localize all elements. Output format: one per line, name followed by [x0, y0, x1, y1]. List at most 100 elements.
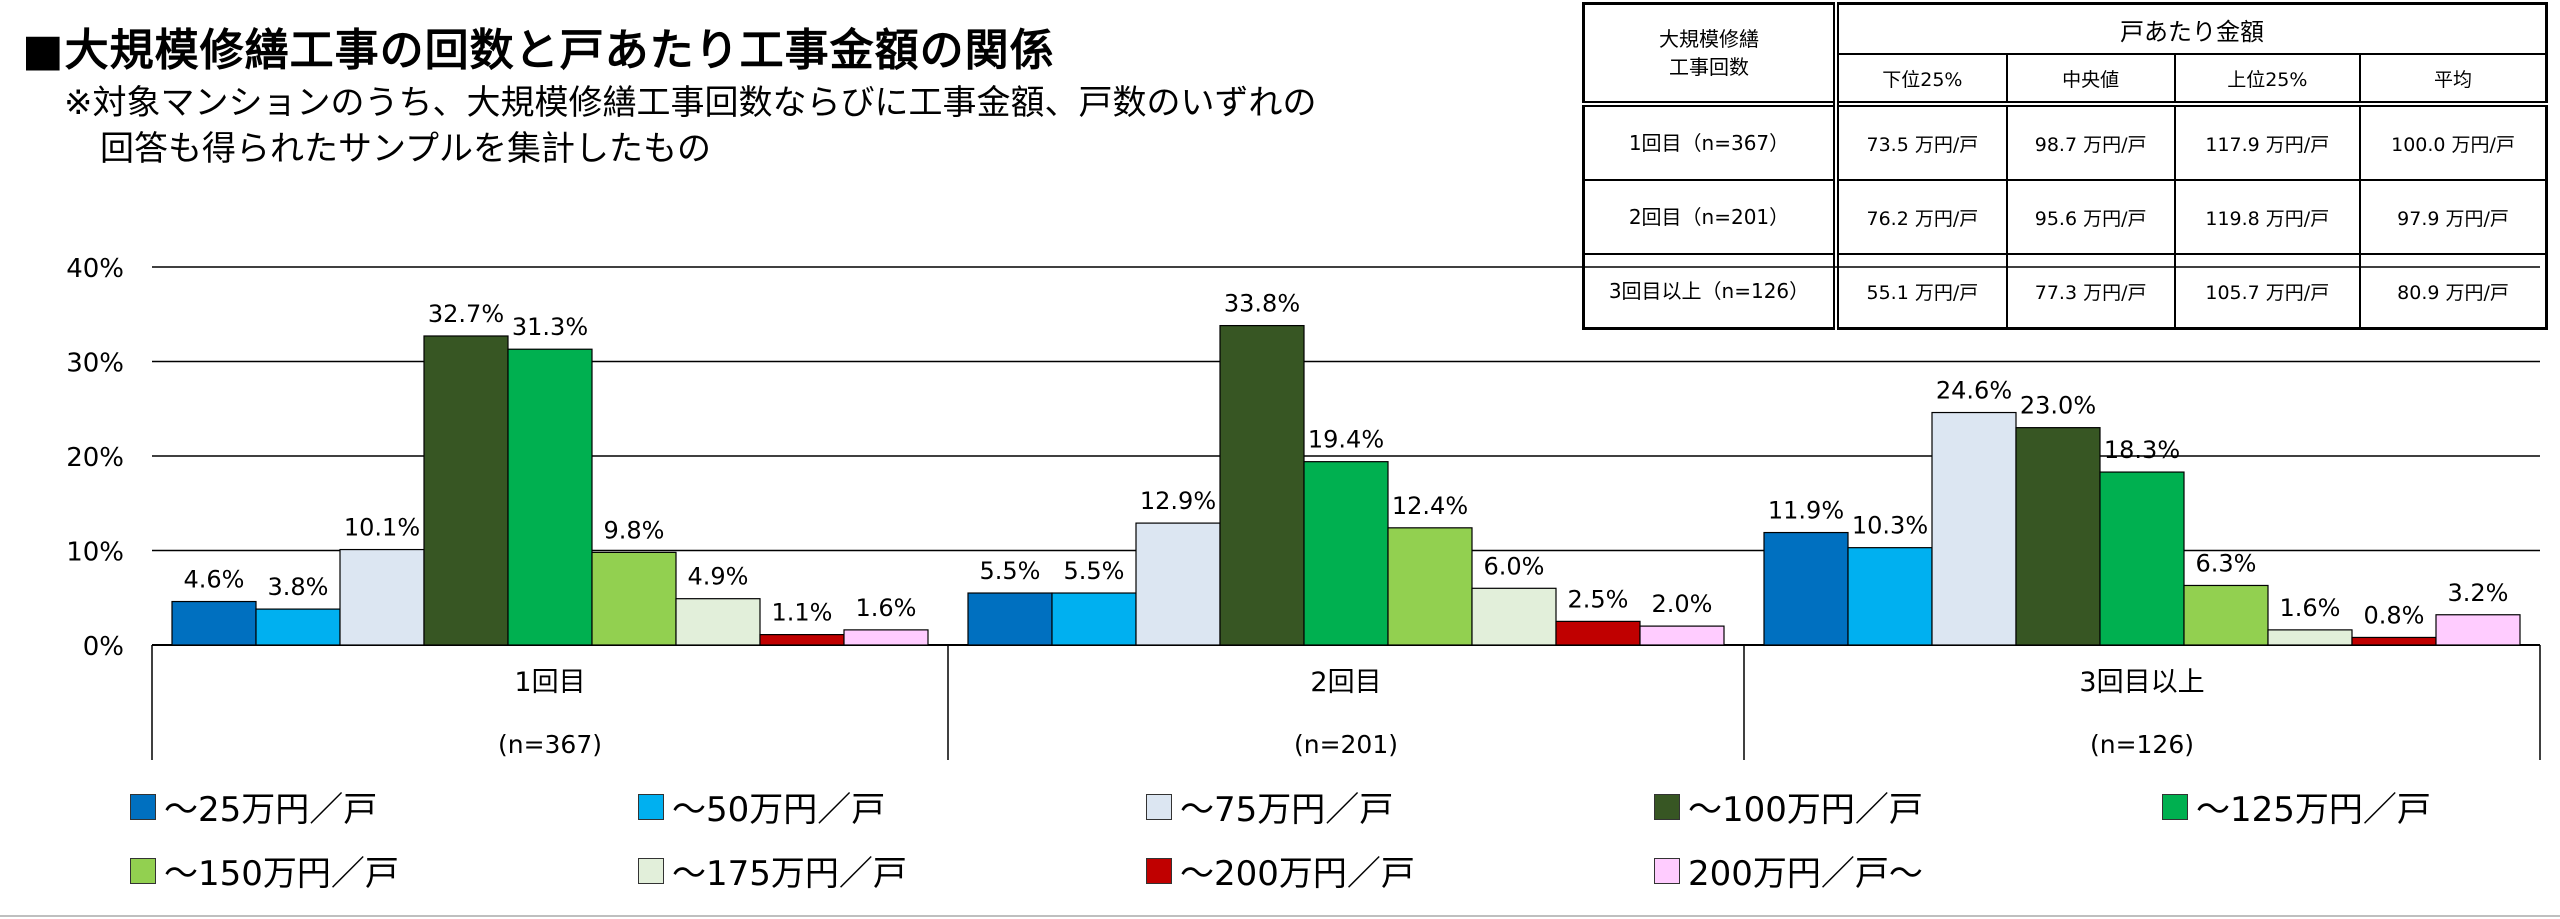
- data-label: 12.4%: [1392, 492, 1468, 520]
- legend-swatch: [1654, 793, 1680, 820]
- data-label: 3.2%: [2448, 579, 2509, 607]
- legend-swatch: [1146, 793, 1172, 820]
- bar: [1471, 587, 1557, 646]
- stub-line-1: 大規模修繕: [1659, 27, 1759, 51]
- table-row: 3回目以上（n=126） 55.1 万円/戸 77.3 万円/戸 105.7 万…: [1582, 253, 2548, 330]
- data-label: 4.6%: [184, 566, 245, 594]
- bar: [1219, 324, 1305, 646]
- data-label: 0.8%: [2364, 601, 2425, 629]
- data-label: 3.8%: [268, 573, 329, 601]
- table-row: 1回目（n=367） 73.5 万円/戸 98.7 万円/戸 117.9 万円/…: [1582, 103, 2548, 181]
- table-cell: 119.8 万円/戸: [2173, 179, 2362, 255]
- data-label: 24.6%: [1936, 377, 2012, 405]
- data-label: 10.3%: [1852, 512, 1928, 540]
- data-label: 31.3%: [512, 313, 588, 341]
- row-label: 3回目以上（n=126）: [1582, 253, 1839, 330]
- table-cell: 80.9 万円/戸: [2359, 253, 2548, 330]
- table-cell: 76.2 万円/戸: [1835, 179, 2008, 255]
- bar: [339, 548, 425, 646]
- bar: [2351, 636, 2437, 646]
- data-label: 9.8%: [604, 516, 665, 544]
- table-cell: 117.9 万円/戸: [2173, 103, 2362, 181]
- y-tick-label: 20%: [66, 443, 124, 473]
- legend-item: ～50万円／戸: [638, 782, 885, 831]
- stub-line-2: 工事回数: [1669, 55, 1749, 79]
- group-header: 戸あたり金額: [1835, 2, 2548, 55]
- bar: [2183, 584, 2269, 646]
- legend-label: ～150万円／戸: [164, 854, 399, 894]
- legend-item: ～150万円／戸: [130, 846, 399, 895]
- table-row: 2回目（n=201） 76.2 万円/戸 95.6 万円/戸 119.8 万円/…: [1582, 179, 2548, 255]
- data-label: 10.1%: [344, 514, 420, 542]
- bar: [1387, 527, 1473, 646]
- table-cell: 55.1 万円/戸: [1835, 253, 2008, 330]
- legend-swatch: [1146, 857, 1172, 884]
- bar: [1639, 625, 1725, 646]
- bar: [759, 634, 845, 646]
- data-label: 2.0%: [1652, 590, 1713, 618]
- table-cell: 95.6 万円/戸: [2005, 179, 2176, 255]
- legend-swatch: [638, 857, 664, 884]
- table-cell: 73.5 万円/戸: [1835, 103, 2008, 181]
- data-label: 4.9%: [688, 563, 749, 591]
- bar: [591, 551, 677, 646]
- bar: [423, 335, 509, 646]
- data-label: 12.9%: [1140, 487, 1216, 515]
- bar: [507, 348, 593, 646]
- bar: [2435, 614, 2521, 646]
- data-label: 18.3%: [2104, 436, 2180, 464]
- column-header-lower-quartile: 下位25%: [1835, 53, 2008, 105]
- bar: [675, 598, 761, 646]
- data-label: 11.9%: [1768, 497, 1844, 525]
- category-label: 1回目: [514, 667, 585, 698]
- legend-label: ～175万円／戸: [672, 854, 907, 894]
- legend-label: ～100万円／戸: [1688, 790, 1923, 830]
- note-line-2: 回答も得られたサンプルを集計したもの: [100, 129, 711, 169]
- note-line-1: ※対象マンションのうち、大規模修繕工事回数ならびに工事金額、戸数のいずれの: [64, 83, 1317, 123]
- data-label: 6.3%: [2196, 549, 2257, 577]
- y-tick-label: 40%: [66, 254, 124, 284]
- column-header-upper-quartile: 上位25%: [2173, 53, 2362, 105]
- legend-label: ～50万円／戸: [672, 790, 886, 830]
- legend-item: ～175万円／戸: [638, 846, 907, 895]
- data-label: 23.0%: [2020, 392, 2096, 420]
- bar: [967, 592, 1053, 646]
- legend-swatch: [638, 793, 664, 820]
- bar: [1555, 620, 1641, 646]
- legend-swatch: [130, 793, 156, 820]
- data-label: 1.6%: [856, 594, 917, 622]
- legend-label: ～200万円／戸: [1180, 854, 1415, 894]
- table-stub-header: 大規模修繕 工事回数: [1582, 2, 1839, 105]
- category-sample-size: (n=367): [498, 730, 602, 759]
- column-header-median: 中央値: [2005, 53, 2176, 105]
- data-label: 33.8%: [1224, 290, 1300, 318]
- data-label: 5.5%: [1064, 557, 1125, 585]
- table-cell: 100.0 万円/戸: [2359, 103, 2548, 181]
- bar: [171, 600, 257, 646]
- legend-swatch: [130, 857, 156, 884]
- legend-label: ～25万円／戸: [164, 790, 378, 830]
- legend-label: ～75万円／戸: [1180, 790, 1394, 830]
- category-label: 3回目以上: [2079, 667, 2204, 698]
- bar: [1847, 547, 1933, 646]
- category-sample-size: (n=126): [2090, 730, 2194, 759]
- bar: [2099, 471, 2185, 646]
- y-tick-label: 30%: [66, 349, 124, 379]
- page-title: ■大規模修繕工事の回数と戸あたり工事金額の関係: [22, 25, 1055, 76]
- bar: [2015, 427, 2101, 646]
- legend-item: 200万円／戸～: [1654, 846, 1923, 895]
- bar: [1051, 592, 1137, 646]
- row-label: 1回目（n=367）: [1582, 103, 1839, 181]
- table-cell: 77.3 万円/戸: [2005, 253, 2176, 330]
- legend-swatch: [2162, 793, 2188, 820]
- legend-item: ～125万円／戸: [2162, 782, 2431, 831]
- bottom-divider: [0, 915, 2560, 917]
- legend-item: ～100万円／戸: [1654, 782, 1923, 831]
- sample-note: ※対象マンションのうち、大規模修繕工事回数ならびに工事金額、戸数のいずれの 回答…: [64, 80, 1317, 172]
- table-cell: 97.9 万円/戸: [2359, 179, 2548, 255]
- data-label: 19.4%: [1308, 426, 1384, 454]
- bar: [255, 608, 341, 646]
- legend-item: ～25万円／戸: [130, 782, 377, 831]
- table-cell: 98.7 万円/戸: [2005, 103, 2176, 181]
- data-label: 5.5%: [980, 557, 1041, 585]
